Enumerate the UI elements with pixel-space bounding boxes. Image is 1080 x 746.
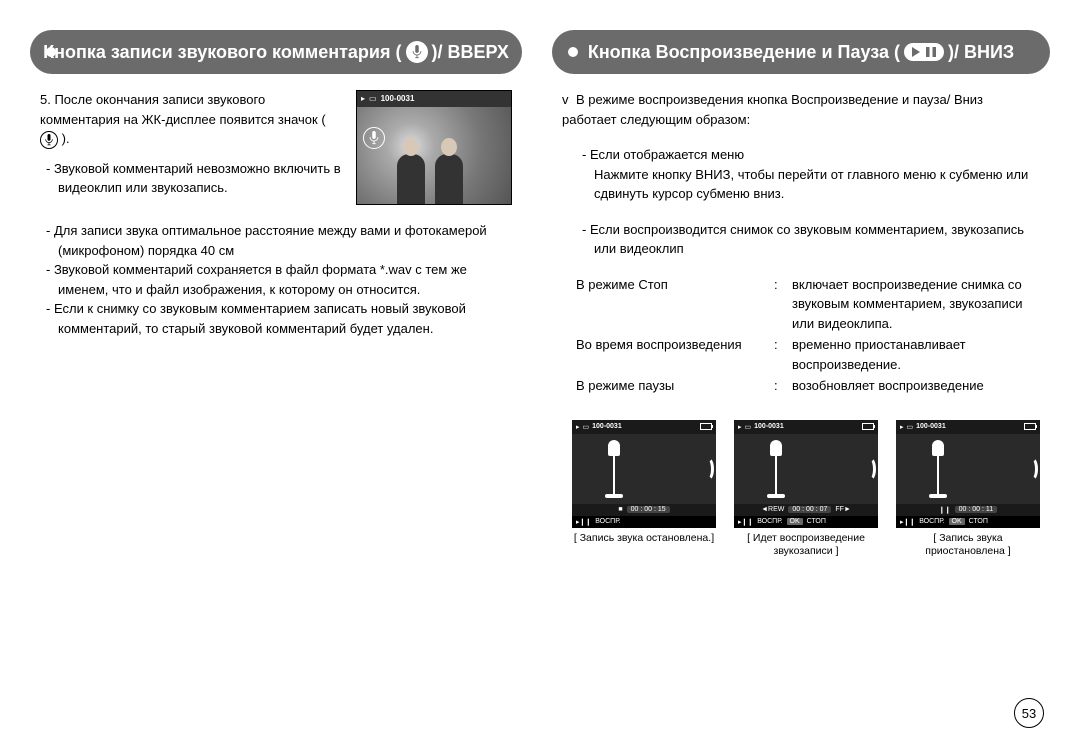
- left-title-a: Кнопка записи звукового комментария (: [43, 42, 401, 63]
- camera-screen-stopped: ▸ ▭ 100-0031: [572, 420, 716, 559]
- menu-heading-1: Если отображается меню: [576, 145, 1040, 165]
- bullet-1: Звуковой комментарий невозможно включить…: [40, 159, 342, 198]
- intro-text: vВ режиме воспроизведения кнопка Воспрои…: [562, 90, 1040, 129]
- battery-icon: [862, 423, 874, 430]
- stop-val: включает воспроизведение снимка со звуко…: [792, 275, 1040, 334]
- mic-icon: [363, 127, 385, 149]
- pause-val: возобновляет воспроизведение: [792, 376, 1040, 396]
- menu-heading-2: Если воспроизводится снимок со звуковым …: [576, 220, 1040, 259]
- bullet-3: Звуковой комментарий сохраняется в файл …: [40, 260, 512, 299]
- right-title-a: Кнопка Воспроизведение и Пауза (: [588, 42, 900, 63]
- timestamp: 00 : 00 : 15: [627, 506, 670, 513]
- bullet-4: Если к снимку со звуковым комментарием з…: [40, 299, 512, 338]
- menu-body-1: Нажмите кнопку ВНИЗ, чтобы перейти от гл…: [576, 165, 1040, 204]
- stop-label: В режиме Стоп: [576, 275, 766, 334]
- caption-2: [ Идет воспроизведение звукозаписи ]: [734, 532, 878, 559]
- bullet-2: Для записи звука оптимальное расстояние …: [40, 221, 512, 260]
- lcd-counter: 100-0031: [381, 93, 415, 105]
- mic-icon: [40, 131, 58, 149]
- play-icon: ▸: [361, 93, 365, 105]
- mic-icon: [406, 41, 428, 63]
- play-mode-icon: ▸: [576, 423, 580, 431]
- memory-icon: ▭: [369, 93, 377, 105]
- item5-text: 5. После окончания записи звукового комм…: [40, 90, 342, 198]
- pause-label: В режиме паузы: [576, 376, 766, 396]
- play-pause-icon: [904, 43, 944, 61]
- lcd-preview: ▸ ▭ 100-0031: [356, 90, 512, 205]
- right-heading: Кнопка Воспроизведение и Пауза ( )/ ВНИЗ: [552, 30, 1050, 74]
- caption-1: [ Запись звука остановлена.]: [572, 532, 716, 546]
- left-title-b: )/ ВВЕРХ: [432, 42, 509, 63]
- play-val: временно приостанавливает воспроизведени…: [792, 335, 1040, 374]
- camera-screen-playing: ▸▭ 100-0031 ◄REW 00 : 00 :: [734, 420, 878, 559]
- left-heading: Кнопка записи звукового комментария ( )/…: [30, 30, 522, 74]
- battery-icon: [1024, 423, 1036, 430]
- battery-icon: [700, 423, 712, 430]
- caption-3: [ Запись звука приостановлена ]: [896, 532, 1040, 559]
- play-label: Во время воспроизведения: [576, 335, 766, 374]
- camera-screen-paused: ▸▭ 100-0031 ❙❙ 00 : 00 : 11: [896, 420, 1040, 559]
- page-number: 53: [1014, 698, 1044, 728]
- right-title-b: )/ ВНИЗ: [948, 42, 1014, 63]
- microphone-icon: [605, 440, 623, 498]
